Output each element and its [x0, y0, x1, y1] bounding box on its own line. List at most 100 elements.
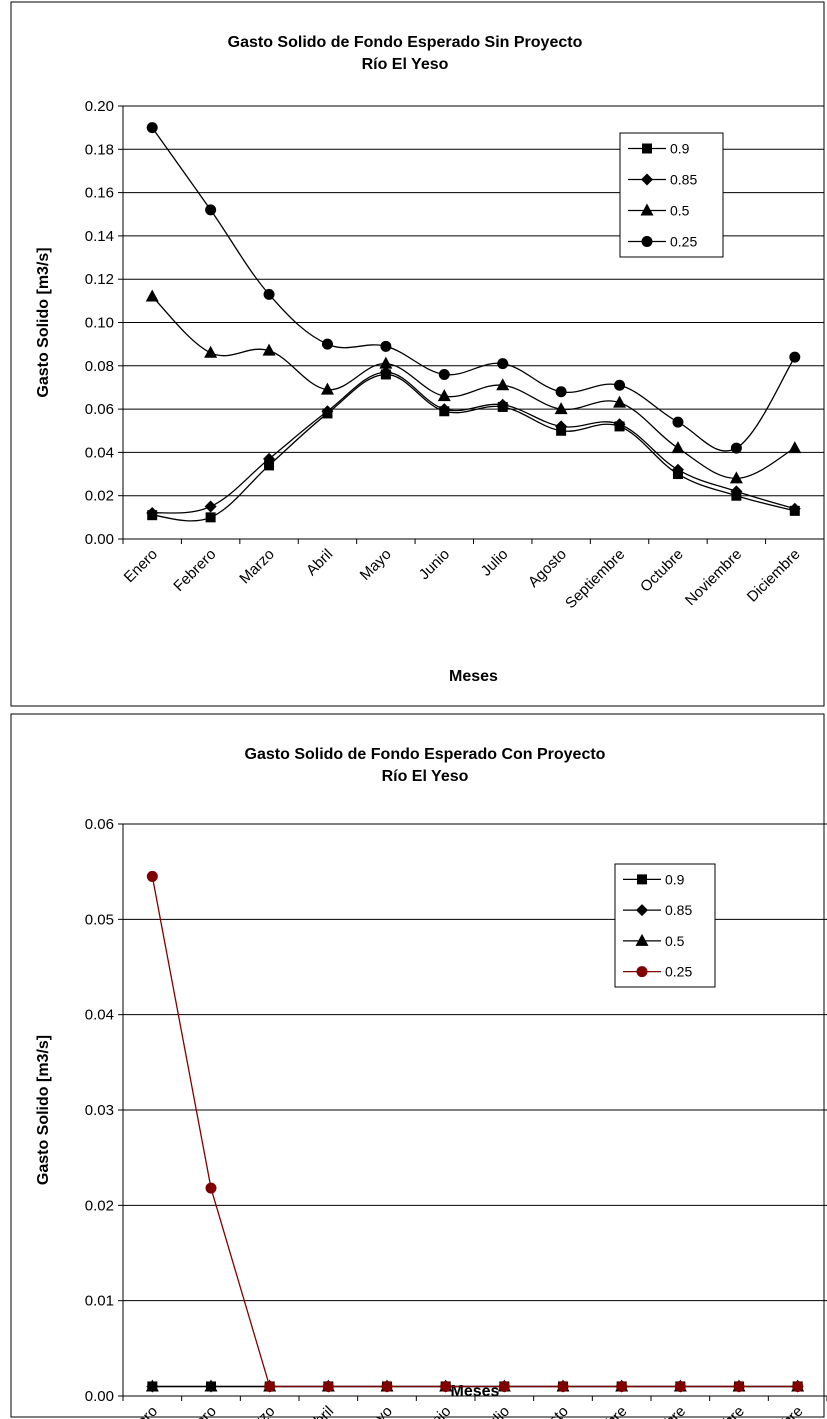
- data-point: [496, 398, 509, 411]
- y-tick-label: 0.02: [85, 1197, 114, 1214]
- x-tick-label: Noviembre: [682, 546, 745, 609]
- y-axis-title: Gasto Solido [m3/s]: [35, 1035, 52, 1185]
- data-point: [733, 1380, 745, 1392]
- y-tick-label: 0.08: [85, 358, 114, 375]
- legend-box: [619, 132, 724, 258]
- data-point: [672, 416, 684, 428]
- legend-label: 0.5: [670, 203, 690, 219]
- data-point: [613, 418, 626, 431]
- x-tick-label: Marzo: [236, 546, 277, 587]
- series-0.9: [147, 369, 800, 523]
- data-point: [555, 386, 567, 398]
- legend-marker: [637, 874, 647, 885]
- chart-sin-proyecto: Gasto Solido de Fondo Esperado Sin Proye…: [10, 1, 825, 707]
- x-tick-label: Mayo: [357, 546, 395, 584]
- legend-marker: [635, 933, 649, 946]
- legend-label: 0.25: [665, 964, 692, 980]
- y-tick-label: 0.03: [85, 1102, 114, 1119]
- data-point: [729, 471, 743, 484]
- data-point: [322, 1380, 334, 1392]
- data-point: [437, 389, 451, 402]
- data-point: [321, 405, 334, 418]
- x-tick-label: Agosto: [525, 546, 570, 591]
- x-tick-label: Septiembre: [562, 546, 628, 612]
- data-point: [788, 502, 801, 515]
- chart-title: Gasto Solido de Fondo Esperado Con Proye…: [245, 746, 606, 763]
- legend-item: 0.9: [623, 871, 685, 887]
- data-point: [145, 289, 159, 302]
- legend-marker: [636, 904, 648, 917]
- legend-label: 0.85: [665, 902, 692, 918]
- data-point: [555, 420, 568, 433]
- data-point: [146, 870, 158, 882]
- y-tick-label: 0.00: [85, 531, 114, 548]
- y-tick-label: 0.14: [85, 228, 114, 245]
- y-tick-label: 0.18: [85, 141, 114, 158]
- data-point: [438, 403, 451, 416]
- legend-item: 0.25: [623, 964, 692, 980]
- y-tick-label: 0.12: [85, 271, 114, 288]
- data-point: [205, 204, 217, 216]
- data-point: [146, 122, 158, 134]
- legend-marker: [642, 143, 652, 154]
- legend-item: 0.25: [628, 234, 697, 250]
- y-tick-label: 0.16: [85, 185, 114, 202]
- y-tick-label: 0.02: [85, 488, 114, 505]
- y-tick-label: 0.04: [85, 444, 114, 461]
- data-point: [554, 402, 568, 415]
- y-tick-label: 0.04: [85, 1007, 114, 1024]
- series-0.5: [145, 289, 802, 484]
- data-point: [789, 351, 801, 363]
- data-point: [145, 1379, 159, 1392]
- y-tick-label: 0.05: [85, 911, 114, 928]
- data-point: [730, 442, 742, 454]
- data-point: [557, 1380, 569, 1392]
- data-point: [614, 379, 626, 391]
- x-axis-title: Meses: [449, 668, 498, 685]
- chart-con-proyecto: Gasto Solido de Fondo Esperado Con Proye…: [10, 713, 827, 1419]
- y-tick-label: 0.10: [85, 315, 114, 332]
- data-point: [498, 1380, 510, 1392]
- legend-label: 0.85: [670, 172, 697, 188]
- data-point: [497, 358, 509, 370]
- y-tick-label: 0.06: [85, 401, 114, 418]
- y-tick-label: 0.01: [85, 1293, 114, 1310]
- x-axis-title: Meses: [451, 1383, 500, 1400]
- data-point: [671, 441, 685, 454]
- x-tick-label: Octubre: [637, 546, 687, 596]
- legend-marker: [641, 173, 653, 186]
- series-0.25: [146, 870, 804, 1392]
- legend-item: 0.9: [628, 141, 690, 157]
- series-0.85: [146, 366, 801, 520]
- data-point: [263, 452, 276, 465]
- legend-marker: [641, 236, 653, 247]
- data-point: [263, 288, 275, 300]
- legend-label: 0.9: [665, 871, 685, 887]
- series-line: [151, 876, 798, 1388]
- y-tick-label: 0.20: [85, 98, 114, 115]
- legend: 0.9 0.85 0.5 0.25: [619, 132, 724, 258]
- data-point: [205, 512, 216, 523]
- x-tick-label: Enero: [121, 546, 161, 586]
- legend-item: 0.85: [623, 902, 692, 918]
- data-point: [730, 485, 743, 498]
- data-point: [205, 1182, 217, 1194]
- chart-frame: [10, 1, 825, 707]
- data-point: [792, 1380, 804, 1392]
- data-point: [320, 382, 334, 395]
- legend-label: 0.5: [665, 933, 685, 949]
- chart-subtitle: Río El Yeso: [382, 768, 469, 785]
- y-tick-label: 0.00: [85, 1388, 114, 1405]
- series-0.25: [146, 122, 801, 454]
- legend-item: 0.5: [628, 203, 690, 219]
- data-point: [616, 1380, 628, 1392]
- data-point: [379, 366, 392, 379]
- data-point: [674, 1380, 686, 1392]
- data-point: [262, 343, 276, 356]
- data-point: [496, 378, 510, 391]
- chart-subtitle: Río El Yeso: [362, 56, 449, 73]
- series-line: [151, 296, 796, 480]
- data-point: [613, 395, 627, 408]
- data-point: [264, 460, 275, 471]
- data-point: [321, 338, 333, 350]
